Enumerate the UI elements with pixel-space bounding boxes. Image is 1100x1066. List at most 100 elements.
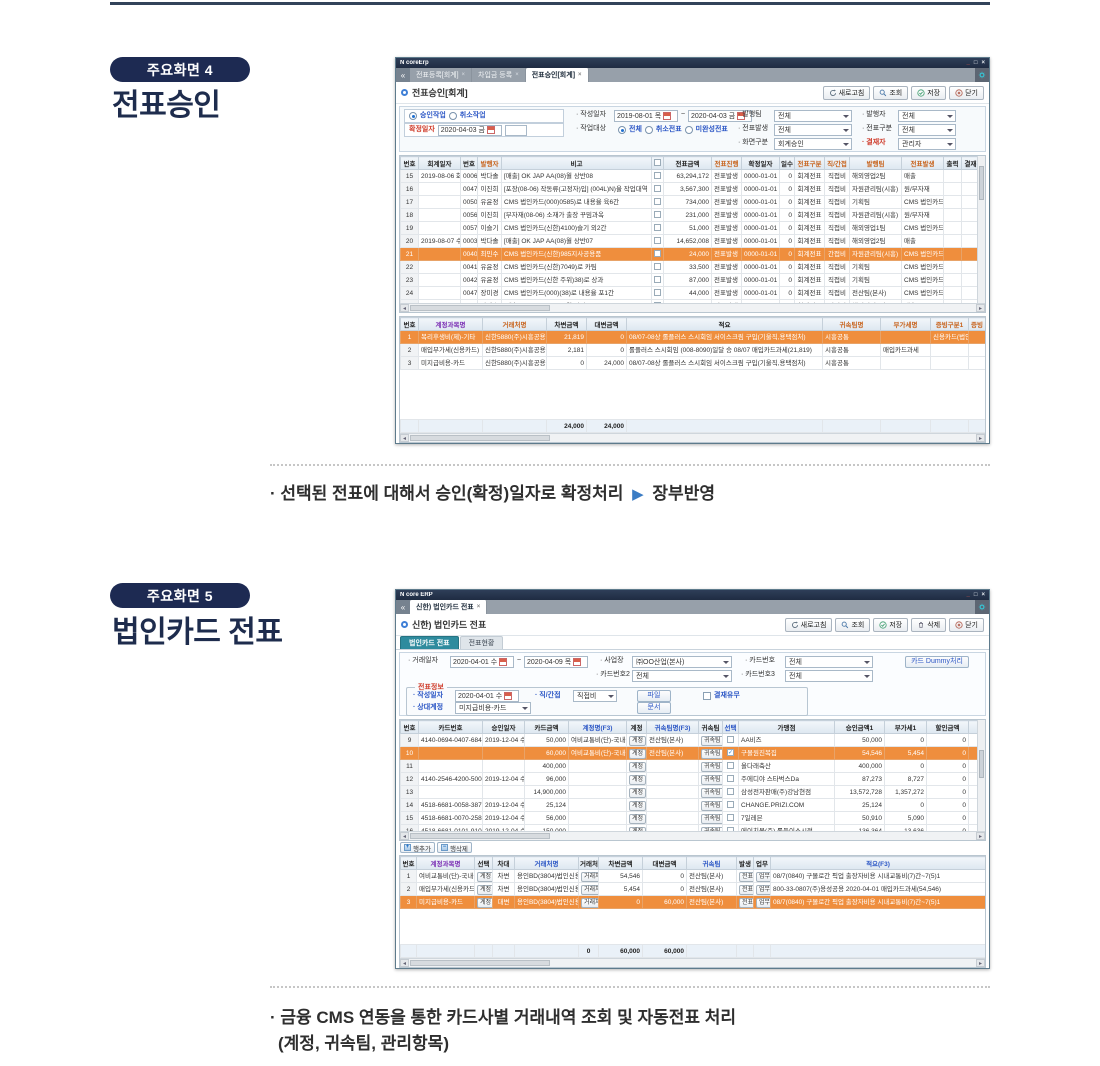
table-row[interactable]: 23 0042 유윤정 CMS 법인카드(신한 주위)38)로 상과 87,000 전표발… (400, 273, 985, 287)
checkbox[interactable] (654, 250, 661, 258)
column-header[interactable]: 계정과목명 (418, 317, 483, 331)
column-header[interactable]: 거래처명 (514, 856, 579, 870)
screen-select[interactable]: 회계승인 (774, 138, 852, 150)
checkbox[interactable] (727, 801, 734, 809)
checkbox[interactable] (727, 814, 734, 822)
table-row[interactable]: 24,000 24,000 (400, 419, 985, 433)
column-header[interactable]: 카드금액 (524, 720, 569, 734)
tab-corporate-card[interactable]: 신한) 법인카드 전표 × (410, 600, 488, 614)
table-row[interactable]: 15 4518-6681-0070-2580 2019-12-04 수 56,000 계… (400, 811, 985, 825)
card3-select[interactable]: 전체 (785, 670, 873, 682)
scroll-right-icon[interactable]: ▸ (976, 832, 985, 840)
tab-scroll-left-button[interactable]: « (396, 600, 410, 614)
checkbox[interactable] (727, 775, 734, 783)
column-header[interactable]: 승인일자 (482, 720, 525, 734)
cell-button[interactable]: 계정 (629, 761, 646, 772)
column-header[interactable]: 거래처 (578, 856, 599, 870)
table-row[interactable]: 21 0040 최민수 CMS 법인카드(신한)985지사공용품 24,000 전표발생 0… (400, 247, 985, 261)
tab-close-icon[interactable]: × (578, 72, 582, 78)
table-row[interactable]: 252019-08-08 목0002박다솔[매출] OK JAP AA(08)월… (400, 299, 985, 303)
column-header[interactable]: 계정명(F3) (568, 720, 627, 734)
tab-loan-entry[interactable]: 차입금 등록 × (472, 68, 526, 82)
table-row[interactable]: 2 매입부가세(신용카드) 신한5880(주)시흥공용 2,181 0 롤플러스 스시회임… (400, 343, 985, 357)
search-button[interactable]: 조회 (835, 617, 871, 632)
window-titlebar[interactable]: N core ERP _ □ × (396, 590, 989, 600)
column-header[interactable]: 거래처명 (482, 317, 547, 331)
table-row[interactable]: 3 미지급비용-카드 신한5880(주)시흥공용 0 24,000 08/07-08상 롤… (400, 356, 985, 370)
cell-button[interactable]: 귀속팀 (701, 761, 722, 772)
refresh-button[interactable]: 새로고침 (784, 617, 833, 632)
column-header[interactable]: 계정과목명 (416, 856, 475, 870)
tab-close-icon[interactable]: × (515, 72, 519, 78)
table-row[interactable]: 10 60,000 여비교통비(단)-국내출 계정 전산팀(본사) 귀속팀 ✓ 구몰원진복집 5… (400, 746, 985, 760)
settings-button[interactable] (975, 68, 989, 82)
table-row[interactable]: 2매입부가세(신용카드)계정차변용인BD(3804)법인신용거래처5,4540전… (400, 882, 985, 896)
column-header[interactable]: 발생 (736, 856, 754, 870)
checkbox[interactable] (727, 736, 734, 744)
scrollbar-thumb[interactable] (979, 750, 984, 778)
cell-button[interactable]: 귀속팀 (701, 800, 722, 811)
tab-close-icon[interactable]: × (461, 72, 466, 78)
column-header[interactable]: 부가세1 (884, 720, 927, 734)
column-header[interactable]: 가맹점 (738, 720, 835, 734)
radio-target-cancel[interactable] (644, 126, 653, 134)
column-header[interactable]: 귀속팀명(F3) (646, 720, 699, 734)
tab-scroll-left-button[interactable]: « (396, 68, 410, 82)
cell-button[interactable]: 전표 (739, 871, 753, 882)
column-header[interactable]: 업무 (753, 856, 771, 870)
confirm-extra-input[interactable] (504, 124, 527, 136)
column-header[interactable]: 번호 (460, 156, 478, 170)
column-header[interactable]: 적요 (626, 317, 823, 331)
scroll-left-icon[interactable]: ◂ (400, 832, 409, 840)
table-row[interactable]: 20 2019-08-07 수 0003 박다솔 [매출] OK JAP AA(08)월… (400, 234, 985, 248)
table-row[interactable]: 1 복리후생비(제)-기타 신한5880(주)시흥공용 21,819 0 08/07-08… (400, 330, 985, 344)
scroll-left-icon[interactable]: ◂ (400, 959, 409, 967)
close-button[interactable]: × (981, 592, 985, 598)
cell-button[interactable]: 귀속팀 (701, 787, 722, 798)
table-row[interactable]: 0 60,000 60,000 (400, 944, 985, 958)
close-button[interactable]: × (981, 60, 985, 66)
table-row[interactable]: 16 0047 이진희 [포장(08-06) 작동류(고정자)입] (004L)N)율… (400, 182, 985, 196)
column-header[interactable]: 할인금액 (926, 720, 969, 734)
cell-button[interactable]: 전표 (739, 884, 753, 895)
checkbox[interactable] (654, 224, 661, 232)
column-header[interactable]: 직/간접 (824, 156, 850, 170)
column-header[interactable]: 적요(F3) (770, 856, 985, 870)
calendar-icon[interactable] (504, 692, 513, 700)
column-header[interactable]: 확정일자 (741, 156, 780, 170)
subtab-voucher-status[interactable]: 전표현황 (459, 636, 504, 649)
cell-button[interactable]: 계정 (629, 787, 646, 798)
column-header[interactable]: 발행팀 (849, 156, 902, 170)
tab-voucher-approval[interactable]: 전표승인[회계] × (525, 68, 589, 82)
column-header[interactable]: 증빙구분1 (930, 317, 969, 331)
subtab-card-voucher[interactable]: 법인카드 전표 (400, 636, 459, 649)
search-button[interactable]: 조회 (873, 85, 909, 100)
cell-button[interactable]: 거래처 (581, 884, 598, 895)
scroll-right-icon[interactable]: ▸ (976, 304, 985, 312)
checkbox[interactable] (727, 827, 734, 831)
column-header[interactable]: 회계일자 (418, 156, 461, 170)
column-header[interactable]: 일수 (779, 156, 795, 170)
file-button[interactable]: 파일 (637, 690, 671, 702)
delete-button[interactable]: 삭제 (911, 617, 947, 632)
cell-button[interactable]: 귀속팀 (701, 826, 722, 831)
column-header[interactable]: 대변금액 (642, 856, 687, 870)
column-header[interactable]: 귀속팀 (686, 856, 737, 870)
checkbox[interactable] (654, 263, 661, 271)
table-row[interactable]: 22 0041 유윤정 CMS 법인카드(신한)7049)로 카팀 33,500 전표발생… (400, 260, 985, 274)
column-header[interactable]: 발행자 (477, 156, 502, 170)
delete-row-button[interactable]: − 행삭제 (436, 842, 472, 853)
column-header[interactable]: 카드번호 (418, 720, 483, 734)
table-row[interactable]: 1여비교통비(단)-국내출계정차변용인BD(3804)법인신용거래처54,546… (400, 869, 985, 883)
scrollbar-thumb[interactable] (410, 833, 550, 839)
maximize-button[interactable]: □ (973, 60, 978, 66)
column-header[interactable]: 번호 (400, 317, 419, 331)
cell-button[interactable]: 귀속팀 (701, 813, 722, 824)
confirm-date-input[interactable]: 2020-04-03 금 (437, 124, 502, 136)
calendar-icon[interactable] (573, 658, 582, 666)
radio-target-all[interactable] (618, 126, 626, 134)
checkbox[interactable] (654, 172, 661, 180)
column-header[interactable]: 전표금액 (663, 156, 712, 170)
column-header[interactable]: 차변금액 (598, 856, 643, 870)
table-row[interactable]: 11 400,000 계정 귀속팀 올다래축산 400,000 0 0 (400, 759, 985, 773)
